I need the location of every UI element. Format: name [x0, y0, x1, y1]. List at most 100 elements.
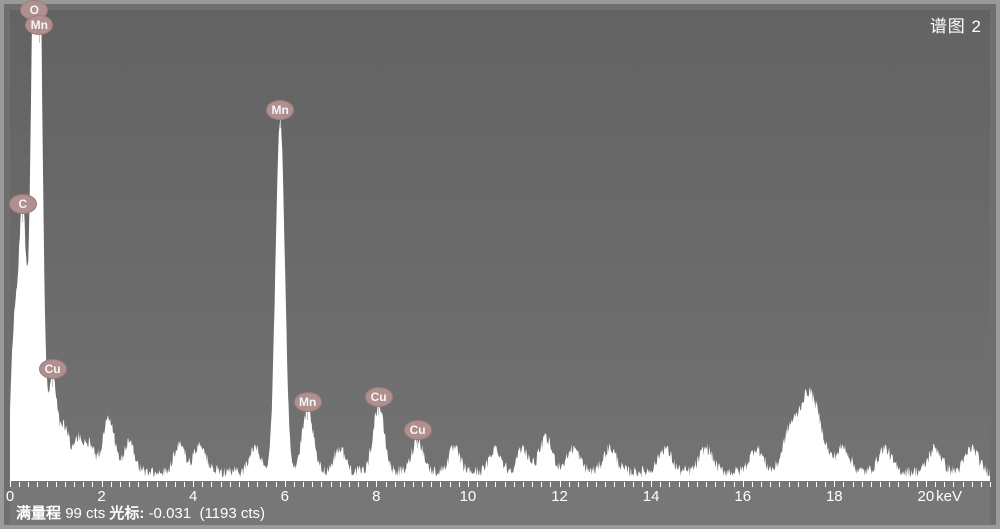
tick-minor	[789, 482, 790, 487]
tick-minor	[578, 482, 579, 487]
tick-minor	[303, 482, 304, 487]
tick-minor	[798, 482, 799, 487]
tick-minor	[953, 482, 954, 487]
tick-minor	[111, 482, 112, 487]
tick-minor	[715, 482, 716, 487]
x-tick-label: 14	[643, 488, 660, 505]
tick-minor	[981, 482, 982, 487]
tick-minor	[120, 482, 121, 487]
tick-minor	[395, 482, 396, 487]
x-tick-label: 18	[826, 488, 843, 505]
plot-area: 谱图 2 COMnCuMnMnCuCu	[10, 10, 990, 481]
x-axis-unit: keV	[936, 488, 962, 505]
eds-spectrum-window: 谱图 2 COMnCuMnMnCuCu 02468101214161820 ke…	[0, 0, 1000, 529]
tick-minor	[761, 482, 762, 487]
tick-minor	[862, 482, 863, 487]
tick-minor	[175, 482, 176, 487]
tick-minor	[230, 482, 231, 487]
tick-minor	[184, 482, 185, 487]
tick-minor	[944, 482, 945, 487]
tick-minor	[605, 482, 606, 487]
x-tick-label: 6	[281, 488, 289, 505]
tick-minor	[990, 482, 991, 487]
status-label-fullscale: 满量程	[16, 505, 61, 522]
tick-minor	[587, 482, 588, 487]
tick-minor	[816, 482, 817, 487]
tick-minor	[779, 482, 780, 487]
tick-major	[376, 477, 377, 487]
tick-minor	[83, 482, 84, 487]
tick-minor	[74, 482, 75, 487]
tick-minor	[431, 482, 432, 487]
tick-minor	[92, 482, 93, 487]
tick-minor	[404, 482, 405, 487]
tick-major	[560, 477, 561, 487]
tick-minor	[972, 482, 973, 487]
tick-minor	[37, 482, 38, 487]
tick-minor	[807, 482, 808, 487]
tick-minor	[129, 482, 130, 487]
x-tick-label: 10	[460, 488, 477, 505]
tick-minor	[367, 482, 368, 487]
tick-major	[102, 477, 103, 487]
tick-minor	[660, 482, 661, 487]
tick-minor	[596, 482, 597, 487]
x-tick-label: 20	[918, 488, 935, 505]
tick-minor	[331, 482, 332, 487]
tick-minor	[56, 482, 57, 487]
status-value-counts: (1193 cts)	[199, 505, 265, 522]
tick-minor	[257, 482, 258, 487]
tick-minor	[514, 482, 515, 487]
tick-minor	[752, 482, 753, 487]
tick-minor	[853, 482, 854, 487]
x-tick-label: 12	[551, 488, 568, 505]
tick-major	[834, 477, 835, 487]
tick-minor	[679, 482, 680, 487]
tick-minor	[459, 482, 460, 487]
tick-minor	[28, 482, 29, 487]
tick-minor	[935, 482, 936, 487]
tick-major	[651, 477, 652, 487]
status-value-fullscale: 99 cts	[65, 505, 105, 522]
tick-minor	[340, 482, 341, 487]
tick-minor	[276, 482, 277, 487]
tick-minor	[349, 482, 350, 487]
tick-minor	[633, 482, 634, 487]
tick-minor	[963, 482, 964, 487]
tick-minor	[908, 482, 909, 487]
tick-minor	[239, 482, 240, 487]
tick-minor	[19, 482, 20, 487]
tick-minor	[523, 482, 524, 487]
tick-minor	[569, 482, 570, 487]
tick-minor	[450, 482, 451, 487]
tick-minor	[477, 482, 478, 487]
tick-minor	[724, 482, 725, 487]
x-tick-label: 0	[6, 488, 14, 505]
tick-minor	[532, 482, 533, 487]
tick-minor	[358, 482, 359, 487]
tick-major	[10, 477, 11, 487]
status-label-cursor: 光标:	[109, 505, 144, 522]
tick-minor	[147, 482, 148, 487]
tick-minor	[413, 482, 414, 487]
tick-minor	[211, 482, 212, 487]
tick-minor	[138, 482, 139, 487]
tick-minor	[221, 482, 222, 487]
tick-minor	[202, 482, 203, 487]
status-bar: 满量程 99 cts 光标: -0.031 (1193 cts)	[16, 502, 265, 523]
spectrum-svg	[10, 10, 990, 481]
tick-minor	[495, 482, 496, 487]
tick-major	[285, 477, 286, 487]
tick-minor	[294, 482, 295, 487]
tick-minor	[889, 482, 890, 487]
tick-minor	[386, 482, 387, 487]
tick-minor	[505, 482, 506, 487]
tick-minor	[166, 482, 167, 487]
tick-minor	[440, 482, 441, 487]
tick-minor	[871, 482, 872, 487]
tick-major	[468, 477, 469, 487]
tick-major	[193, 477, 194, 487]
tick-minor	[898, 482, 899, 487]
tick-minor	[614, 482, 615, 487]
tick-minor	[321, 482, 322, 487]
